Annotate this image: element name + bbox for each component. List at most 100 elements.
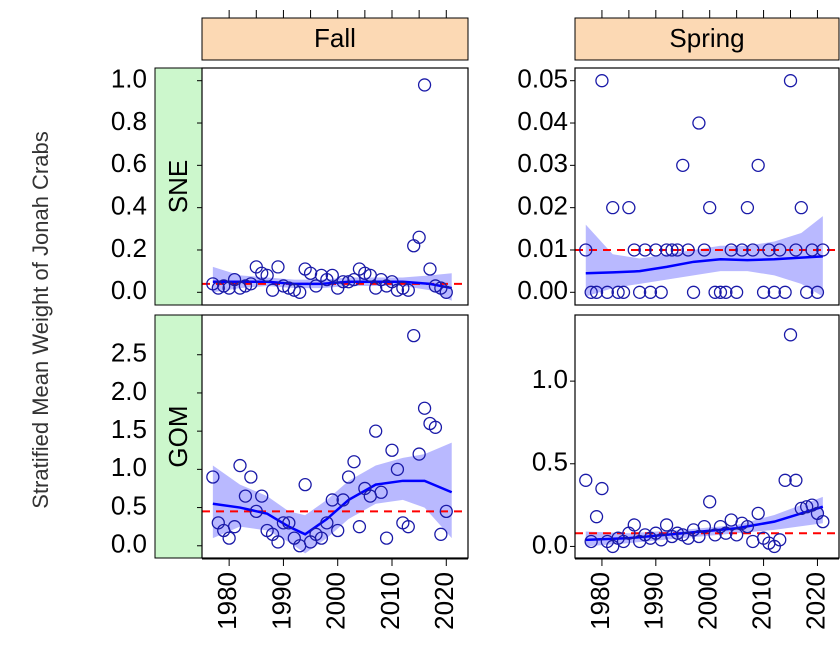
data-point [227,520,242,534]
data-point [584,285,598,299]
y-tick-label: 0.04 [517,106,568,136]
y-tick-label: 0.2 [111,233,147,263]
data-point [778,285,792,299]
data-point [816,514,830,529]
data-point [740,519,755,534]
data-point [325,268,339,283]
data-point [439,504,453,519]
data-point [778,473,792,487]
y-tick-label: 0.02 [517,191,568,221]
smooth-line [585,505,824,542]
data-point [719,526,733,540]
x-tick-label: 1990 [639,572,669,630]
y-tick-label: 1.0 [532,364,568,394]
data-point [401,520,415,534]
panel-frame [201,314,469,559]
data-point [331,523,345,538]
y-tick-label: 1.5 [111,414,147,444]
data-point [756,285,771,299]
data-point [789,243,803,257]
data-point [697,519,711,534]
data-point [708,285,722,299]
data-point [773,533,787,547]
data-point [428,279,443,293]
y-tick-label: 0.01 [517,233,568,263]
data-point [244,277,258,291]
data-point [298,477,312,492]
data-point [417,401,432,415]
data-point [719,285,733,299]
x-tick-label: 1980 [585,572,615,630]
data-point [616,285,631,299]
data-point [746,243,760,257]
y-tick-label: 0.5 [111,490,147,520]
data-point [595,481,609,496]
data-point [434,527,448,541]
y-tick-label: 0.03 [517,148,568,178]
data-point [692,116,706,130]
data-point [584,534,598,549]
data-point [579,473,593,487]
data-point [287,283,301,297]
x-tick-label: 2000 [693,572,723,630]
data-point [309,279,323,293]
y-tick-label: 2.0 [111,376,147,406]
data-point [589,510,604,524]
data-point [396,281,410,295]
data-point [622,201,636,215]
data-point [627,518,641,532]
data-point [217,279,231,293]
smooth-line [212,479,453,536]
data-point [276,516,291,530]
data-point [255,266,269,280]
y-tick-label: 0.5 [532,447,568,477]
y-tick-label: 0.6 [111,148,147,178]
data-point [325,493,339,507]
data-point [789,473,803,487]
data-point [800,285,814,299]
y-axis-title: Stratified Mean Weight of Jonah Crabs [28,131,53,508]
data-point [417,78,432,92]
data-point [336,493,350,507]
data-point [600,285,614,299]
y-tick-label: 0.00 [517,275,568,305]
data-point [341,275,356,289]
data-point [401,283,415,297]
data-point [724,243,738,257]
data-point [347,272,361,287]
data-point [729,528,744,542]
data-point [233,458,247,473]
panel-frame [574,67,840,306]
data-point [352,520,367,534]
data-point [595,74,609,88]
row-label: SNE [163,160,193,213]
panel-frame [574,314,840,559]
data-point [767,285,781,299]
data-point [773,243,787,257]
data-point [735,243,749,257]
data-point [703,495,717,509]
data-point [633,285,647,299]
data-point [428,420,443,434]
data-point [579,243,593,257]
data-point [238,489,253,503]
data-point [611,285,625,299]
panel-frame [201,67,469,306]
data-point [643,285,658,299]
data-point [293,285,307,299]
data-point [589,285,604,299]
data-point [303,266,318,280]
data-point [659,518,674,532]
data-point [676,158,690,172]
y-tick-label: 0.0 [532,529,568,559]
x-tick-label: 1990 [266,572,296,630]
data-point [271,535,285,549]
column-label: Fall [314,23,356,53]
data-point [686,285,701,299]
column-strip [201,17,469,61]
smooth-line [585,255,823,275]
y-tick-label: 0.0 [111,529,147,559]
y-tick-label: 1.0 [111,64,147,94]
data-point [238,279,253,293]
